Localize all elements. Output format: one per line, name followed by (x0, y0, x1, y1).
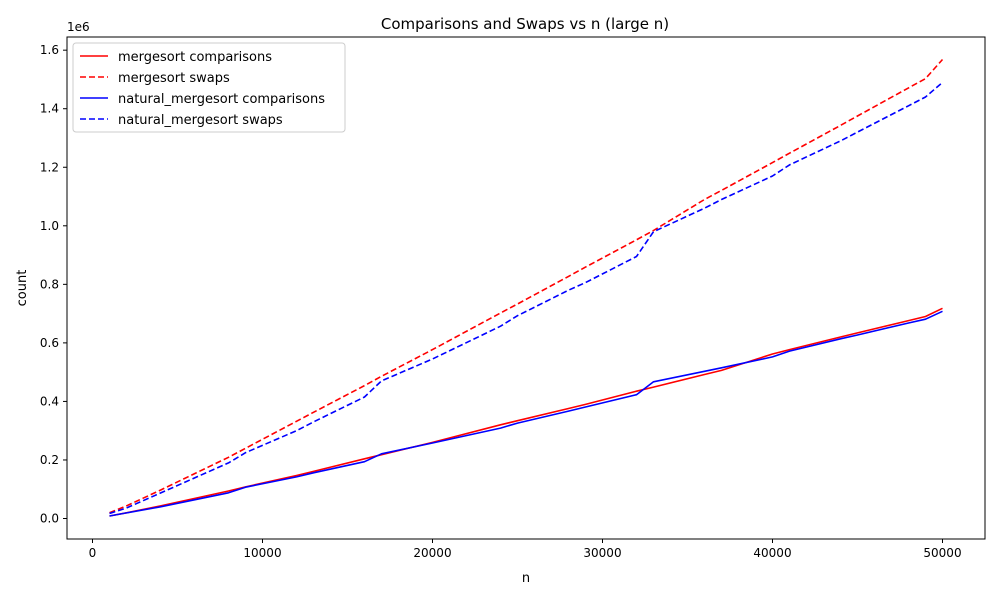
x-tick-label: 10000 (243, 546, 281, 560)
x-tick-label: 0 (89, 546, 97, 560)
y-axis-title: count (15, 270, 30, 307)
y-tick-label: 0.6 (40, 336, 59, 350)
y-tick-label: 1.6 (40, 43, 59, 57)
y-tick-label: 0.4 (40, 394, 59, 408)
chart-title: Comparisons and Swaps vs n (large n) (381, 15, 669, 33)
y-offset-label: 1e6 (67, 20, 90, 34)
legend-label: natural_mergesort swaps (118, 113, 283, 128)
plot-frame (66, 36, 986, 540)
y-tick-label: 0.8 (40, 277, 59, 291)
x-axis: 0 10000 20000 30000 40000 50000 (89, 539, 962, 560)
x-tick-label: 20000 (413, 546, 451, 560)
series-line-natural-mergesort-swaps (109, 81, 944, 515)
y-axis: 0.0 0.2 0.4 0.6 0.8 1.0 1.2 1.4 1.6 (40, 43, 67, 526)
x-axis-title: n (522, 571, 530, 586)
legend-box (72, 42, 346, 133)
series-line-mergesort-swaps (109, 58, 944, 514)
y-tick-label: 1.0 (40, 219, 59, 233)
x-tick-label: 50000 (923, 546, 961, 560)
x-tick-label: 40000 (753, 546, 791, 560)
y-tick-label: 0.2 (40, 453, 59, 467)
y-tick-label: 1.2 (40, 160, 59, 174)
y-tick-label: 1.4 (40, 102, 59, 116)
legend-label: mergesort swaps (118, 71, 230, 86)
legend-label: mergesort comparisons (118, 50, 272, 65)
x-tick-label: 30000 (583, 546, 621, 560)
series-line-natural-mergesort-comparisons (109, 310, 943, 517)
y-tick-label: 0.0 (40, 512, 59, 526)
legend: mergesort comparisons mergesort swaps natu… (72, 42, 346, 133)
legend-label: natural_mergesort comparisons (118, 92, 325, 107)
plot-lines (109, 58, 944, 517)
